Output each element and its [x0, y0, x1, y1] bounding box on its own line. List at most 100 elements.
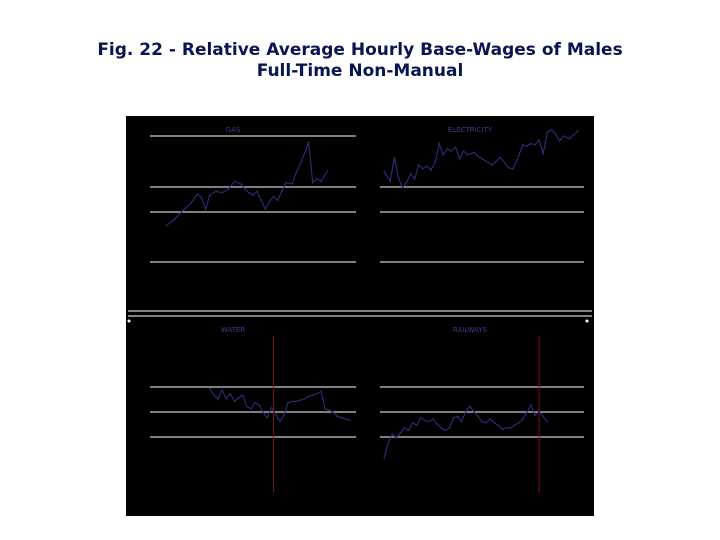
data-point: [444, 429, 447, 432]
chart-figure: GAS ELECTRICITY WATER RAILWAYS: [126, 116, 594, 516]
data-point: [221, 191, 223, 194]
data-point: [413, 178, 416, 180]
data-point: [332, 411, 335, 414]
data-point: [554, 132, 557, 135]
data-point: [246, 405, 248, 408]
data-point: [438, 142, 440, 145]
data-point: [468, 405, 471, 408]
data-point: [243, 188, 246, 190]
data-point: [326, 170, 328, 173]
data-point: [217, 398, 219, 400]
data-point: [442, 154, 445, 156]
chart-panel-gas: GAS: [150, 126, 356, 263]
data-point: [320, 180, 322, 183]
data-point: [233, 400, 236, 403]
data-point: [450, 150, 453, 152]
data-point: [534, 144, 536, 146]
data-point: [501, 428, 504, 430]
data-point: [424, 419, 426, 422]
data-point: [448, 427, 451, 429]
data-point: [303, 398, 306, 400]
data-point: [562, 135, 565, 137]
data-point: [505, 427, 508, 429]
panel-title: ELECTRICITY: [448, 126, 493, 134]
data-point: [473, 410, 475, 413]
panel-separator-tick: [585, 319, 589, 323]
data-point: [422, 167, 424, 170]
data-point: [391, 433, 394, 435]
data-point: [320, 390, 322, 393]
data-point: [287, 401, 289, 404]
data-point: [389, 180, 392, 183]
data-point: [477, 415, 479, 418]
data-point: [558, 140, 561, 142]
data-point: [485, 421, 487, 424]
data-point: [546, 420, 549, 423]
data-point: [274, 413, 277, 415]
series-line: [383, 403, 548, 459]
data-point: [542, 152, 544, 155]
data-point: [538, 138, 540, 141]
data-point: [395, 437, 398, 439]
data-point: [401, 186, 404, 189]
data-point: [534, 414, 536, 417]
data-point: [213, 394, 215, 396]
data-point: [403, 427, 406, 429]
data-point: [291, 183, 293, 185]
data-point: [573, 133, 575, 136]
data-point: [411, 421, 414, 424]
data-point: [499, 156, 502, 159]
data-point: [428, 420, 430, 423]
data-point: [285, 181, 287, 184]
chart-panel-electricity: ELECTRICITY: [380, 126, 584, 263]
chart-canvas: GAS ELECTRICITY WATER RAILWAYS: [127, 126, 592, 492]
data-point: [311, 181, 314, 184]
data-point: [436, 423, 438, 425]
data-point: [239, 183, 242, 185]
data-point: [473, 151, 475, 154]
data-point: [241, 394, 244, 396]
data-point: [190, 201, 192, 204]
data-point: [307, 395, 310, 398]
data-point: [546, 131, 549, 134]
data-point: [254, 401, 256, 404]
data-point: [336, 415, 339, 418]
data-point: [252, 194, 254, 197]
data-point: [349, 419, 351, 422]
data-point: [530, 404, 532, 406]
data-point: [291, 400, 293, 403]
data-point: [497, 424, 500, 427]
data-point: [256, 190, 258, 193]
chart-panel-water: WATER: [150, 326, 356, 492]
data-point: [383, 457, 385, 459]
data-point: [165, 224, 168, 227]
panel-title: GAS: [226, 126, 241, 134]
data-point: [250, 408, 252, 410]
data-point: [440, 427, 443, 429]
data-point: [281, 190, 283, 193]
data-point: [495, 160, 498, 162]
data-point: [568, 137, 571, 140]
data-point: [430, 169, 432, 171]
figure-title-line-2: Full-Time Non-Manual: [256, 61, 464, 81]
data-point: [399, 432, 402, 434]
figure-title-line-1: Fig. 22 - Relative Average Hourly Base-W…: [97, 40, 623, 60]
data-point: [316, 393, 318, 395]
chart-panel-railways: RAILWAYS: [380, 326, 584, 492]
data-point: [509, 427, 512, 429]
data-point: [393, 156, 396, 159]
data-point: [233, 180, 236, 183]
data-point: [283, 414, 285, 417]
data-point: [208, 387, 211, 390]
data-point: [452, 416, 455, 419]
data-point: [276, 199, 279, 202]
data-point: [266, 416, 269, 419]
panel-title: WATER: [221, 326, 245, 334]
series-line: [166, 142, 328, 226]
panel-separator-tick: [127, 319, 131, 323]
data-point: [526, 411, 528, 414]
data-point: [270, 406, 273, 409]
data-point: [530, 142, 532, 145]
data-point: [383, 170, 385, 173]
data-point: [227, 188, 230, 190]
